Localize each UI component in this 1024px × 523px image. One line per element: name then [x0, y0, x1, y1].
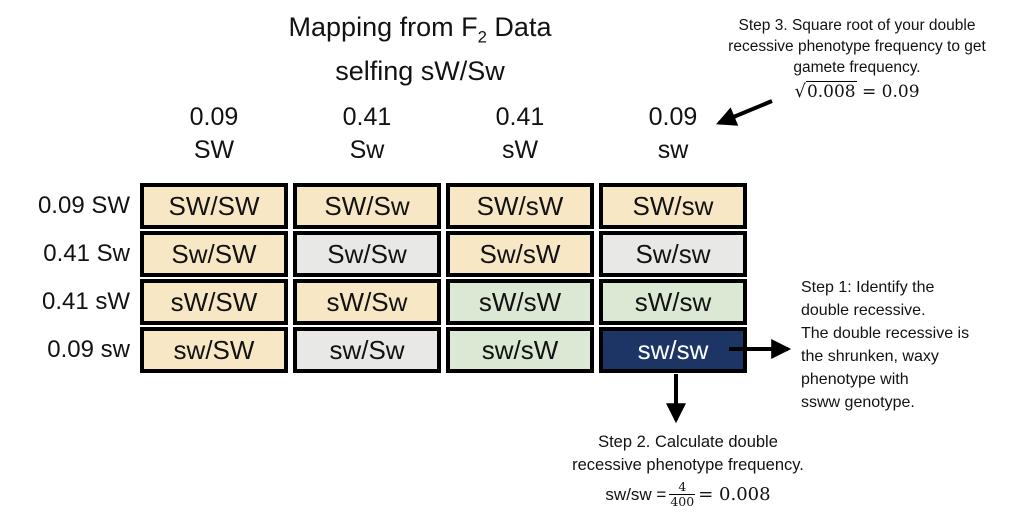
step2-text-line: Step 2. Calculate double	[598, 433, 778, 451]
punnett-cell-double-recessive: sw/sw	[599, 327, 747, 373]
column-headers: 0.09 SW 0.41 Sw 0.41 sW 0.09 sw	[140, 101, 747, 167]
title-line-2: selfing sW/Sw	[335, 56, 505, 87]
step1-text-line: ssww genotype.	[801, 394, 915, 411]
punnett-cell: SW/SW	[140, 183, 288, 229]
gamete-frequency: 0.41	[342, 103, 392, 131]
column-header-sW: 0.41 sW	[446, 101, 594, 167]
step3-text-line: recessive phenotype frequency to get	[728, 38, 986, 55]
gamete-label: sw	[657, 136, 689, 164]
punnett-cell: SW/sw	[599, 183, 747, 229]
step1-text-line: Step 1: Identify the	[801, 279, 935, 296]
gamete-frequency: 0.09	[648, 103, 698, 131]
column-header-SW: 0.09 SW	[140, 101, 288, 167]
step1-text-line: the shrunken, waxy	[801, 348, 939, 365]
step1-text-line: phenotype with	[801, 371, 909, 388]
gamete-label: sW	[501, 136, 539, 164]
step3-text-line: gamete frequency.	[793, 59, 921, 76]
step1-text-line: The double recessive is	[801, 325, 970, 342]
punnett-cell: sw/SW	[140, 327, 288, 373]
step1-text-line: double recessive.	[801, 302, 926, 319]
punnett-cell: SW/Sw	[293, 183, 441, 229]
step2-text-line: recessive phenotype frequency.	[572, 456, 804, 474]
punnett-cell: sw/sW	[446, 327, 594, 373]
gamete-frequency: 0.41	[495, 103, 545, 131]
punnett-table: SW/SW SW/Sw SW/sW SW/sw Sw/SW Sw/Sw Sw/s…	[140, 183, 747, 373]
punnett-cell: Sw/Sw	[293, 231, 441, 277]
column-header-sw: 0.09 sw	[599, 101, 747, 167]
punnett-cell: sW/Sw	[293, 279, 441, 325]
punnett-cell: sW/SW	[140, 279, 288, 325]
step2-formula: sw/sw = 4 400 = 0.008	[605, 479, 771, 510]
punnett-cell: sw/Sw	[293, 327, 441, 373]
page-title: Mapping from F2 Data selfing sW/Sw	[150, 10, 690, 88]
row-headers: 0.09 SW 0.41 Sw 0.41 sW 0.09 sw	[18, 183, 134, 373]
punnett-cell: sW/sW	[446, 279, 594, 325]
row-header-sw: 0.09 sw	[47, 336, 130, 363]
row-header-Sw: 0.41 Sw	[43, 240, 130, 267]
row-header-SW: 0.09 SW	[37, 192, 130, 219]
gamete-frequency: 0.09	[189, 103, 239, 131]
punnett-cell: Sw/sw	[599, 231, 747, 277]
step3-formula: √0.008 = 0.09	[794, 81, 920, 102]
punnett-cell: Sw/sW	[446, 231, 594, 277]
step3-annotation: Step 3. Square root of your double reces…	[692, 15, 1022, 103]
punnett-cell: sW/sw	[599, 279, 747, 325]
column-header-Sw: 0.41 Sw	[293, 101, 441, 167]
row-header-sW: 0.41 sW	[41, 288, 130, 315]
step1-annotation: Step 1: Identify the double recessive. T…	[801, 276, 1021, 414]
f2-subscript: 2	[477, 27, 487, 47]
punnett-cell: Sw/SW	[140, 231, 288, 277]
step3-text-line: Step 3. Square root of your double	[738, 17, 976, 34]
fraction: 4 400	[669, 479, 696, 510]
step2-annotation: Step 2. Calculate double recessive pheno…	[528, 431, 848, 510]
punnett-cell: SW/sW	[446, 183, 594, 229]
title-line-1: Mapping from F2 Data	[288, 12, 552, 47]
gamete-label: Sw	[349, 136, 385, 164]
gamete-label: SW	[193, 136, 235, 164]
